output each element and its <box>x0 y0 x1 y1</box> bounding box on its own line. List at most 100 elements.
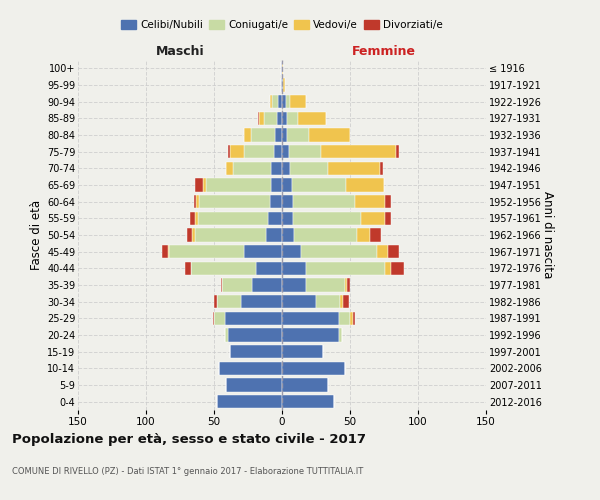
Bar <box>282 362 344 375</box>
Legend: Celibi/Nubili, Coniugati/e, Vedovi/e, Divorziati/e: Celibi/Nubili, Coniugati/e, Vedovi/e, Di… <box>117 16 447 34</box>
Bar <box>265 112 277 125</box>
Bar <box>282 278 307 291</box>
Bar <box>282 245 301 258</box>
Bar <box>274 145 282 158</box>
Text: Popolazione per età, sesso e stato civile - 2017: Popolazione per età, sesso e stato civil… <box>12 432 366 446</box>
Bar <box>281 62 282 75</box>
Bar <box>195 228 266 241</box>
Bar <box>282 62 283 75</box>
Bar <box>191 262 256 275</box>
Bar <box>286 95 290 108</box>
Bar <box>293 195 355 208</box>
Bar <box>268 212 282 225</box>
Bar <box>339 312 350 325</box>
Bar <box>350 312 353 325</box>
Bar <box>192 228 195 241</box>
Bar <box>370 228 381 241</box>
Text: Femmine: Femmine <box>352 44 416 58</box>
Bar <box>328 162 380 175</box>
Bar <box>322 145 396 158</box>
Bar <box>346 178 384 192</box>
Bar <box>230 345 282 358</box>
Text: COMUNE DI RIVELLO (PZ) - Dati ISTAT 1° gennaio 2017 - Elaborazione TUTTITALIA.IT: COMUNE DI RIVELLO (PZ) - Dati ISTAT 1° g… <box>12 468 363 476</box>
Bar <box>380 162 383 175</box>
Bar <box>281 78 282 92</box>
Bar <box>275 128 282 141</box>
Bar <box>294 228 357 241</box>
Bar <box>290 95 307 108</box>
Bar <box>194 195 196 208</box>
Y-axis label: Anni di nascita: Anni di nascita <box>541 192 554 278</box>
Bar <box>339 328 342 342</box>
Bar <box>225 328 227 342</box>
Bar <box>220 362 282 375</box>
Bar <box>290 162 328 175</box>
Bar <box>287 128 309 141</box>
Bar <box>217 395 282 408</box>
Bar <box>266 228 282 241</box>
Bar <box>244 145 274 158</box>
Bar <box>292 178 346 192</box>
Bar <box>252 278 282 291</box>
Bar <box>221 278 222 291</box>
Bar <box>190 212 195 225</box>
Bar <box>353 312 355 325</box>
Bar <box>298 112 326 125</box>
Bar <box>217 295 241 308</box>
Bar <box>222 278 252 291</box>
Bar <box>344 278 347 291</box>
Bar <box>309 128 350 141</box>
Bar <box>163 245 168 258</box>
Bar <box>385 212 391 225</box>
Bar <box>388 245 399 258</box>
Bar <box>282 262 307 275</box>
Text: Maschi: Maschi <box>155 44 205 58</box>
Bar <box>251 128 275 141</box>
Bar <box>282 312 339 325</box>
Bar <box>270 95 272 108</box>
Bar <box>199 195 270 208</box>
Bar <box>271 178 282 192</box>
Bar <box>282 195 293 208</box>
Bar <box>282 328 339 342</box>
Bar <box>282 162 290 175</box>
Bar <box>244 245 282 258</box>
Bar <box>169 245 244 258</box>
Bar <box>340 295 343 308</box>
Bar <box>282 295 316 308</box>
Bar <box>278 95 282 108</box>
Bar <box>282 78 283 92</box>
Bar <box>214 295 217 308</box>
Bar <box>225 312 282 325</box>
Bar <box>206 178 271 192</box>
Y-axis label: Fasce di età: Fasce di età <box>29 200 43 270</box>
Bar <box>282 95 286 108</box>
Bar <box>185 262 191 275</box>
Bar <box>343 295 349 308</box>
Bar <box>230 145 244 158</box>
Bar <box>282 345 323 358</box>
Bar <box>301 245 377 258</box>
Bar <box>377 245 388 258</box>
Bar <box>271 162 282 175</box>
Bar <box>385 195 391 208</box>
Bar <box>385 262 391 275</box>
Bar <box>195 212 197 225</box>
Bar <box>287 112 298 125</box>
Bar <box>233 162 271 175</box>
Bar <box>283 78 285 92</box>
Bar <box>307 278 344 291</box>
Bar <box>282 395 334 408</box>
Bar <box>361 212 385 225</box>
Bar <box>256 262 282 275</box>
Bar <box>282 212 293 225</box>
Bar <box>214 312 225 325</box>
Bar <box>307 262 385 275</box>
Bar <box>195 178 203 192</box>
Bar <box>282 228 294 241</box>
Bar <box>357 228 370 241</box>
Bar <box>241 295 282 308</box>
Bar <box>347 278 350 291</box>
Bar <box>282 145 289 158</box>
Bar <box>187 228 192 241</box>
